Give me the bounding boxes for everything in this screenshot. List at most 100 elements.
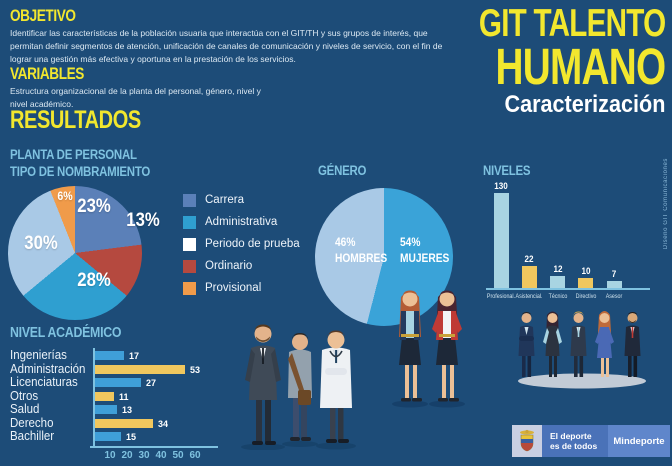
legend-swatch: [183, 237, 196, 251]
pie-slice-label: 28%: [77, 270, 111, 291]
businessman-illustration: [245, 324, 281, 445]
bar-category-label: Salud: [10, 402, 40, 416]
nombramiento-legend: Carrera Administrativa Periodo de prueba Or…: [183, 189, 300, 299]
x-axis-tick-label: 20: [121, 450, 133, 461]
bar-value-label: 22: [524, 254, 534, 264]
title-line1: GIT TALENTO: [478, 2, 666, 45]
bar-value-label: 11: [119, 391, 129, 402]
bar: [95, 351, 124, 360]
legend-label: Provisional: [205, 282, 262, 294]
legend-swatch: [183, 193, 196, 207]
brand-name: Mindeporte: [608, 425, 670, 457]
brand-slogan-line2: es de todos: [550, 441, 598, 451]
team-man3-illustration: [624, 312, 641, 377]
bar-value-label: 17: [129, 351, 140, 361]
legend-item: Administrativa: [183, 211, 300, 233]
bar-value-label: 34: [158, 418, 169, 429]
bar-value-label: 7: [611, 269, 617, 279]
x-axis-tick-label: 30: [138, 450, 150, 461]
bar-category-label: Asistencial.: [515, 293, 543, 300]
x-axis-tick-label: 50: [172, 450, 184, 461]
woman-red-jacket-illustration: [432, 290, 462, 402]
genero-title: GÉNERO: [318, 163, 367, 178]
bar-category-label: Bachiller: [10, 429, 55, 443]
bar: [606, 281, 622, 288]
genero-pie-chart: 46% HOMBRES 54% MUJERES: [315, 188, 453, 326]
x-axis: [486, 288, 650, 290]
legend-swatch: [183, 281, 196, 295]
objetivo-text: Identificar las características de la po…: [10, 28, 443, 64]
x-axis-tick-label: 60: [189, 450, 201, 461]
academico-bar-chart: Ingenierías 17 Administración 53 Licenciatur…: [10, 348, 225, 462]
team-man1-illustration: [518, 312, 535, 377]
bar: [95, 405, 117, 414]
legend-item: Provisional: [183, 277, 300, 299]
bar-value-label: 53: [190, 364, 201, 375]
legend-label: Carrera: [205, 194, 244, 206]
bar-category-label: Licenciaturas: [10, 375, 78, 389]
title-line2: HUMANO: [495, 37, 666, 95]
bar-value-label: 15: [126, 432, 137, 442]
woman-blazer-illustration: [399, 290, 422, 402]
pie-slice-label: 6%: [57, 189, 73, 203]
nombramiento-title-line2: TIPO DE NOMBRAMIENTO: [10, 164, 151, 179]
bar: [95, 364, 185, 374]
bar-value-label: 12: [553, 264, 563, 274]
bar-value-label: 13: [122, 405, 133, 415]
legend-swatch: [183, 259, 196, 273]
legend-item: Ordinario: [183, 255, 300, 277]
pie-slice-label: 13%: [126, 210, 160, 231]
bar: [521, 266, 537, 288]
academico-title: NIVEL ACADÉMICO: [10, 325, 122, 341]
bar: [578, 278, 594, 288]
team-woman2-illustration: [595, 311, 614, 377]
genero-label: 46% HOMBRES: [335, 235, 388, 265]
bar-value-label: 27: [146, 378, 157, 388]
doctor-illustration: [320, 330, 352, 443]
casual-man-illustration: [288, 333, 312, 441]
footer-brand-banner: El deporte es de todos Mindeporte: [512, 425, 670, 457]
legend-item: Periodo de prueba: [183, 233, 300, 255]
bar-category-label: Profesional.: [486, 293, 516, 300]
bar-category-label: Derecho: [10, 415, 54, 430]
bar: [95, 378, 141, 387]
legend-swatch: [183, 215, 196, 229]
variables-heading: VARIABLES: [10, 64, 84, 83]
legend-label: Periodo de prueba: [205, 238, 300, 250]
colombia-coat-of-arms-icon: [512, 425, 542, 457]
bar-category-label: Técnico: [548, 293, 567, 300]
legend-label: Administrativa: [205, 216, 278, 228]
page-title: GIT TALENTO HUMANO Caracterización: [420, 2, 666, 118]
nombramiento-pie-chart: 23% 13% 28% 30% 6%: [8, 186, 160, 320]
legend-item: Carrera: [183, 189, 300, 211]
bar: [493, 193, 509, 288]
y-axis: [93, 348, 95, 448]
legend-label: Ordinario: [205, 260, 253, 272]
pie-slice-label: 23%: [77, 196, 111, 217]
bar-value-label: 130: [494, 181, 508, 191]
bar: [95, 418, 153, 428]
bar-category-label: Directivo: [575, 293, 597, 300]
business-team-illustration: [518, 311, 646, 389]
x-axis: [90, 446, 218, 448]
genero-label: 54% MUJERES: [400, 235, 450, 265]
men-group-illustration: [241, 324, 356, 450]
bar-category-label: Otros: [10, 388, 39, 403]
bar: [95, 432, 121, 441]
subtitle: Caracterización: [504, 90, 665, 118]
design-credit: Diseño GIT Comunicaciones: [663, 158, 669, 250]
bar-category-label: Administración: [10, 361, 86, 376]
objetivo-heading: OBJETIVO: [10, 6, 76, 25]
niveles-title: NIVELES: [483, 163, 531, 178]
team-man2-illustration: [570, 311, 587, 377]
women-pair-illustration: [392, 290, 465, 408]
team-woman1-illustration: [543, 311, 562, 377]
brand-slogan-line1: El deporte: [550, 430, 592, 441]
bar: [95, 391, 114, 401]
variables-text: Estructura organizacional de la planta d…: [10, 86, 261, 109]
x-axis-tick-label: 10: [104, 450, 116, 461]
bar-category-label: Ingenierías: [10, 348, 67, 362]
nombramiento-title-line1: PLANTA DE PERSONAL: [10, 147, 137, 162]
x-axis-tick-label: 40: [155, 450, 167, 461]
